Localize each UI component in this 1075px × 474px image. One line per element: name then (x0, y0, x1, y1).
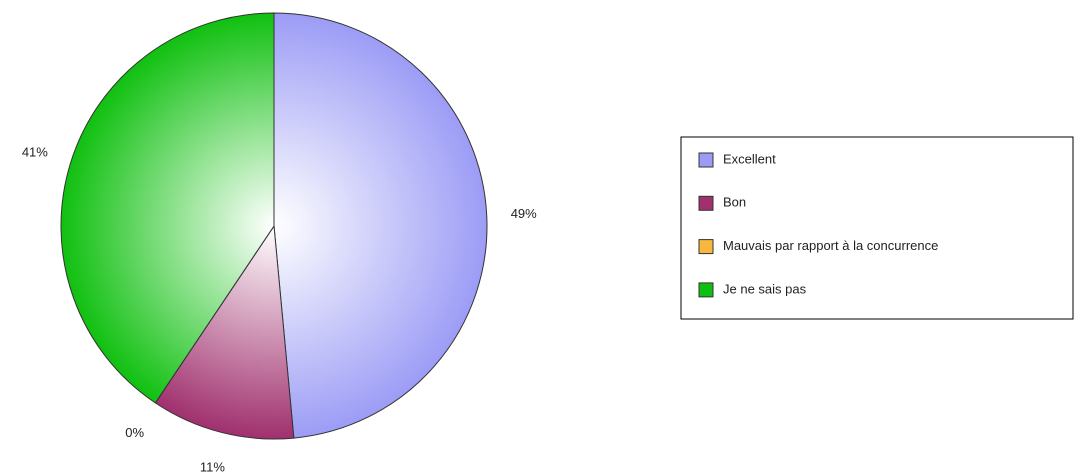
legend-box (680, 136, 1074, 320)
legend-swatch (698, 195, 714, 211)
slice-label: 11% (200, 460, 225, 474)
slice-label: 41% (22, 145, 48, 160)
legend-label: Mauvais par rapport à la concurrence (723, 238, 938, 253)
legend-label: Bon (723, 195, 746, 210)
slice-label: 0% (125, 425, 144, 440)
legend-label: Excellent (723, 151, 776, 166)
legend-swatch (698, 282, 714, 298)
pie-slice (154, 224, 295, 440)
legend-swatch (698, 239, 714, 255)
legend-swatch (698, 152, 714, 168)
slice-label: 49% (511, 206, 537, 221)
legend-label: Je ne sais pas (723, 281, 807, 296)
pie-slice (60, 12, 275, 404)
pie-slice (273, 12, 488, 439)
